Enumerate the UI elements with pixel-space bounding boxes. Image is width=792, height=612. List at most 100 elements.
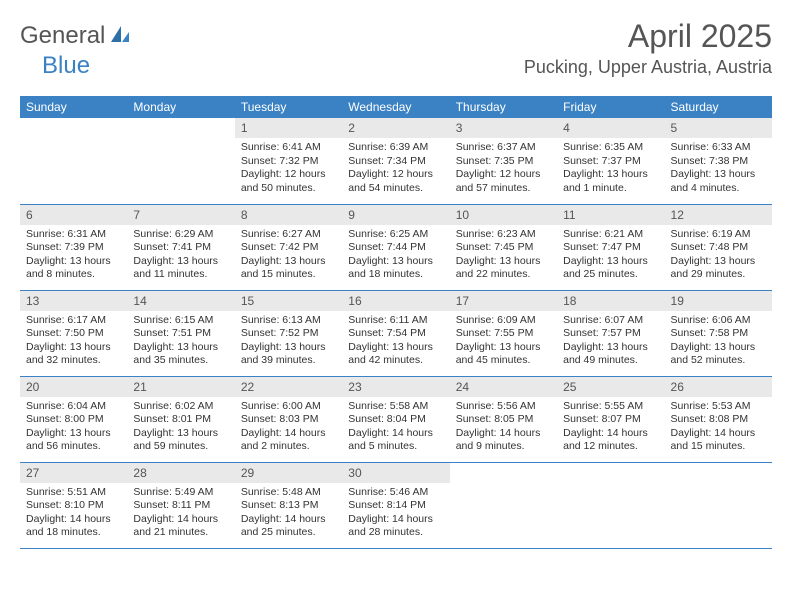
day-body: Sunrise: 5:58 AMSunset: 8:04 PMDaylight:… <box>342 397 449 460</box>
calendar-day: 28Sunrise: 5:49 AMSunset: 8:11 PMDayligh… <box>127 462 234 548</box>
sunrise-text: Sunrise: 6:33 AM <box>671 141 766 155</box>
day-body: Sunrise: 6:25 AMSunset: 7:44 PMDaylight:… <box>342 225 449 288</box>
sunset-text: Sunset: 7:54 PM <box>348 327 443 341</box>
sunrise-text: Sunrise: 6:23 AM <box>456 228 551 242</box>
day-number: 20 <box>20 377 127 397</box>
day-number: 16 <box>342 291 449 311</box>
sunset-text: Sunset: 8:10 PM <box>26 499 121 513</box>
sunrise-text: Sunrise: 6:39 AM <box>348 141 443 155</box>
day-body: Sunrise: 6:09 AMSunset: 7:55 PMDaylight:… <box>450 311 557 374</box>
calendar-day-empty <box>127 118 234 204</box>
daylight-text: Daylight: 14 hours and 15 minutes. <box>671 427 766 454</box>
day-body: Sunrise: 5:53 AMSunset: 8:08 PMDaylight:… <box>665 397 772 460</box>
daylight-text: Daylight: 14 hours and 28 minutes. <box>348 513 443 540</box>
sunset-text: Sunset: 8:14 PM <box>348 499 443 513</box>
day-number: 19 <box>665 291 772 311</box>
day-number: 21 <box>127 377 234 397</box>
day-number: 4 <box>557 118 664 138</box>
sunset-text: Sunset: 7:35 PM <box>456 155 551 169</box>
sunset-text: Sunset: 7:45 PM <box>456 241 551 255</box>
sunrise-text: Sunrise: 6:25 AM <box>348 228 443 242</box>
day-body: Sunrise: 6:07 AMSunset: 7:57 PMDaylight:… <box>557 311 664 374</box>
sunrise-text: Sunrise: 5:49 AM <box>133 486 228 500</box>
calendar-header-row: SundayMondayTuesdayWednesdayThursdayFrid… <box>20 96 772 118</box>
sunset-text: Sunset: 7:41 PM <box>133 241 228 255</box>
day-number: 3 <box>450 118 557 138</box>
sunset-text: Sunset: 7:50 PM <box>26 327 121 341</box>
day-body: Sunrise: 6:04 AMSunset: 8:00 PMDaylight:… <box>20 397 127 460</box>
dayname-friday: Friday <box>557 96 664 118</box>
calendar-day: 26Sunrise: 5:53 AMSunset: 8:08 PMDayligh… <box>665 376 772 462</box>
day-body: Sunrise: 6:15 AMSunset: 7:51 PMDaylight:… <box>127 311 234 374</box>
day-body: Sunrise: 6:11 AMSunset: 7:54 PMDaylight:… <box>342 311 449 374</box>
sunset-text: Sunset: 7:32 PM <box>241 155 336 169</box>
calendar-day: 29Sunrise: 5:48 AMSunset: 8:13 PMDayligh… <box>235 462 342 548</box>
sunrise-text: Sunrise: 6:04 AM <box>26 400 121 414</box>
day-body: Sunrise: 6:39 AMSunset: 7:34 PMDaylight:… <box>342 138 449 201</box>
day-number: 14 <box>127 291 234 311</box>
day-body: Sunrise: 6:06 AMSunset: 7:58 PMDaylight:… <box>665 311 772 374</box>
day-number: 22 <box>235 377 342 397</box>
day-body: Sunrise: 6:29 AMSunset: 7:41 PMDaylight:… <box>127 225 234 288</box>
logo-sail-icon <box>109 24 131 49</box>
calendar-day: 20Sunrise: 6:04 AMSunset: 8:00 PMDayligh… <box>20 376 127 462</box>
sunrise-text: Sunrise: 6:06 AM <box>671 314 766 328</box>
calendar-week: 20Sunrise: 6:04 AMSunset: 8:00 PMDayligh… <box>20 376 772 462</box>
calendar-week: 1Sunrise: 6:41 AMSunset: 7:32 PMDaylight… <box>20 118 772 204</box>
daylight-text: Daylight: 13 hours and 15 minutes. <box>241 255 336 282</box>
sunrise-text: Sunrise: 6:37 AM <box>456 141 551 155</box>
day-body: Sunrise: 6:23 AMSunset: 7:45 PMDaylight:… <box>450 225 557 288</box>
sunrise-text: Sunrise: 5:58 AM <box>348 400 443 414</box>
logo-text-general: General <box>20 22 105 50</box>
sunset-text: Sunset: 8:07 PM <box>563 413 658 427</box>
sunrise-text: Sunrise: 6:02 AM <box>133 400 228 414</box>
sunrise-text: Sunrise: 6:15 AM <box>133 314 228 328</box>
sunrise-text: Sunrise: 6:19 AM <box>671 228 766 242</box>
sunrise-text: Sunrise: 6:31 AM <box>26 228 121 242</box>
day-body: Sunrise: 6:33 AMSunset: 7:38 PMDaylight:… <box>665 138 772 201</box>
sunset-text: Sunset: 7:37 PM <box>563 155 658 169</box>
daylight-text: Daylight: 13 hours and 59 minutes. <box>133 427 228 454</box>
sunset-text: Sunset: 7:34 PM <box>348 155 443 169</box>
day-number: 7 <box>127 205 234 225</box>
calendar-day: 15Sunrise: 6:13 AMSunset: 7:52 PMDayligh… <box>235 290 342 376</box>
sunset-text: Sunset: 8:01 PM <box>133 413 228 427</box>
calendar-day: 1Sunrise: 6:41 AMSunset: 7:32 PMDaylight… <box>235 118 342 204</box>
day-number: 30 <box>342 463 449 483</box>
day-number: 12 <box>665 205 772 225</box>
sunrise-text: Sunrise: 5:55 AM <box>563 400 658 414</box>
daylight-text: Daylight: 13 hours and 18 minutes. <box>348 255 443 282</box>
calendar-table: SundayMondayTuesdayWednesdayThursdayFrid… <box>20 96 772 549</box>
daylight-text: Daylight: 13 hours and 49 minutes. <box>563 341 658 368</box>
calendar-day: 9Sunrise: 6:25 AMSunset: 7:44 PMDaylight… <box>342 204 449 290</box>
sunrise-text: Sunrise: 6:07 AM <box>563 314 658 328</box>
calendar-day-empty <box>450 462 557 548</box>
sunset-text: Sunset: 7:58 PM <box>671 327 766 341</box>
day-number: 24 <box>450 377 557 397</box>
day-body: Sunrise: 6:13 AMSunset: 7:52 PMDaylight:… <box>235 311 342 374</box>
day-number: 9 <box>342 205 449 225</box>
calendar-day: 23Sunrise: 5:58 AMSunset: 8:04 PMDayligh… <box>342 376 449 462</box>
day-body: Sunrise: 6:35 AMSunset: 7:37 PMDaylight:… <box>557 138 664 201</box>
sunrise-text: Sunrise: 6:27 AM <box>241 228 336 242</box>
calendar-day: 12Sunrise: 6:19 AMSunset: 7:48 PMDayligh… <box>665 204 772 290</box>
calendar-day: 19Sunrise: 6:06 AMSunset: 7:58 PMDayligh… <box>665 290 772 376</box>
daylight-text: Daylight: 13 hours and 45 minutes. <box>456 341 551 368</box>
calendar-day: 25Sunrise: 5:55 AMSunset: 8:07 PMDayligh… <box>557 376 664 462</box>
sunset-text: Sunset: 7:57 PM <box>563 327 658 341</box>
sunrise-text: Sunrise: 6:13 AM <box>241 314 336 328</box>
daylight-text: Daylight: 14 hours and 18 minutes. <box>26 513 121 540</box>
daylight-text: Daylight: 13 hours and 32 minutes. <box>26 341 121 368</box>
daylight-text: Daylight: 13 hours and 25 minutes. <box>563 255 658 282</box>
day-number: 10 <box>450 205 557 225</box>
sunrise-text: Sunrise: 6:11 AM <box>348 314 443 328</box>
calendar-day: 5Sunrise: 6:33 AMSunset: 7:38 PMDaylight… <box>665 118 772 204</box>
logo-text-blue: Blue <box>42 52 90 79</box>
daylight-text: Daylight: 13 hours and 29 minutes. <box>671 255 766 282</box>
day-body: Sunrise: 5:49 AMSunset: 8:11 PMDaylight:… <box>127 483 234 546</box>
sunrise-text: Sunrise: 6:21 AM <box>563 228 658 242</box>
daylight-text: Daylight: 13 hours and 35 minutes. <box>133 341 228 368</box>
daylight-text: Daylight: 14 hours and 5 minutes. <box>348 427 443 454</box>
dayname-wednesday: Wednesday <box>342 96 449 118</box>
sunrise-text: Sunrise: 5:48 AM <box>241 486 336 500</box>
